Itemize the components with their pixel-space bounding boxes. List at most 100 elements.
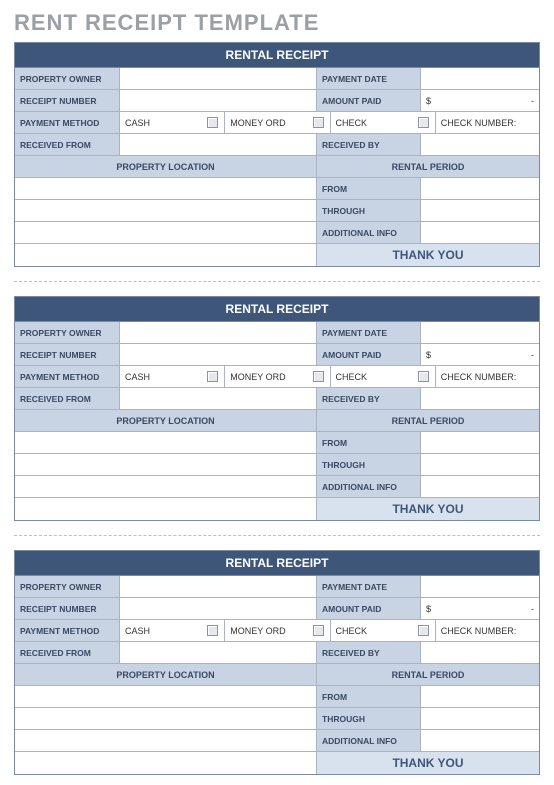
money-order-checkbox[interactable] <box>313 625 324 636</box>
payment-method-cash: CASH <box>120 620 225 642</box>
amount-value: - <box>531 96 534 106</box>
property-location-line-3[interactable] <box>15 476 317 498</box>
check-number-label: CHECK NUMBER: <box>441 372 517 382</box>
payment-method-cash: CASH <box>120 112 225 134</box>
page-title: RENT RECEIPT TEMPLATE <box>14 10 540 36</box>
money-order-label: MONEY ORD <box>230 626 285 636</box>
money-order-checkbox[interactable] <box>313 371 324 382</box>
rental-period-header: RENTAL PERIOD <box>317 410 539 432</box>
property-owner-value[interactable] <box>120 322 317 344</box>
received-by-value[interactable] <box>421 388 539 410</box>
property-owner-value[interactable] <box>120 576 317 598</box>
receipt-number-value[interactable] <box>120 90 317 112</box>
additional-info-value[interactable] <box>421 222 539 244</box>
money-order-label: MONEY ORD <box>230 372 285 382</box>
check-checkbox[interactable] <box>418 371 429 382</box>
property-location-header: PROPERTY LOCATION <box>15 156 317 178</box>
property-location-header: PROPERTY LOCATION <box>15 410 317 432</box>
check-label: CHECK <box>336 372 368 382</box>
rental-period-header: RENTAL PERIOD <box>317 664 539 686</box>
cash-label: CASH <box>125 118 150 128</box>
amount-paid-value[interactable]: $ - <box>421 90 539 112</box>
rental-receipt: RENTAL RECEIPT PROPERTY OWNER PAYMENT DA… <box>14 550 540 775</box>
property-location-line-4[interactable] <box>15 752 317 774</box>
rental-receipt: RENTAL RECEIPT PROPERTY OWNER PAYMENT DA… <box>14 42 540 267</box>
received-from-value[interactable] <box>120 642 317 664</box>
amount-paid-value[interactable]: $ - <box>421 344 539 366</box>
check-number-cell[interactable]: CHECK NUMBER: <box>436 620 539 642</box>
received-from-label: RECEIVED FROM <box>15 388 120 410</box>
property-location-line-4[interactable] <box>15 244 317 266</box>
received-by-label: RECEIVED BY <box>317 134 421 156</box>
amount-paid-label: AMOUNT PAID <box>317 90 421 112</box>
property-location-line-3[interactable] <box>15 222 317 244</box>
property-owner-label: PROPERTY OWNER <box>15 68 120 90</box>
amount-value: - <box>531 604 534 614</box>
money-order-label: MONEY ORD <box>230 118 285 128</box>
additional-info-label: ADDITIONAL INFO <box>317 476 421 498</box>
receipt-header: RENTAL RECEIPT <box>15 43 539 68</box>
from-value[interactable] <box>421 686 539 708</box>
receipt-number-value[interactable] <box>120 598 317 620</box>
cash-checkbox[interactable] <box>207 625 218 636</box>
payment-date-value[interactable] <box>421 68 539 90</box>
thank-you: THANK YOU <box>317 244 539 266</box>
cash-checkbox[interactable] <box>207 117 218 128</box>
through-value[interactable] <box>421 200 539 222</box>
through-label: THROUGH <box>317 454 421 476</box>
money-order-checkbox[interactable] <box>313 117 324 128</box>
property-location-line-2[interactable] <box>15 454 317 476</box>
payment-date-value[interactable] <box>421 322 539 344</box>
from-value[interactable] <box>421 178 539 200</box>
check-checkbox[interactable] <box>418 117 429 128</box>
property-location-line-4[interactable] <box>15 498 317 520</box>
rental-receipt: RENTAL RECEIPT PROPERTY OWNER PAYMENT DA… <box>14 296 540 521</box>
payment-method-money-order: MONEY ORD <box>225 366 330 388</box>
received-by-value[interactable] <box>421 642 539 664</box>
additional-info-value[interactable] <box>421 730 539 752</box>
property-location-line-3[interactable] <box>15 730 317 752</box>
property-owner-label: PROPERTY OWNER <box>15 322 120 344</box>
payment-date-label: PAYMENT DATE <box>317 576 421 598</box>
from-value[interactable] <box>421 432 539 454</box>
payment-date-value[interactable] <box>421 576 539 598</box>
check-number-label: CHECK NUMBER: <box>441 626 517 636</box>
cash-label: CASH <box>125 626 150 636</box>
check-number-label: CHECK NUMBER: <box>441 118 517 128</box>
received-from-label: RECEIVED FROM <box>15 134 120 156</box>
received-by-value[interactable] <box>421 134 539 156</box>
check-checkbox[interactable] <box>418 625 429 636</box>
through-value[interactable] <box>421 454 539 476</box>
amount-paid-label: AMOUNT PAID <box>317 344 421 366</box>
property-location-line-2[interactable] <box>15 200 317 222</box>
amount-paid-label: AMOUNT PAID <box>317 598 421 620</box>
received-by-label: RECEIVED BY <box>317 388 421 410</box>
additional-info-value[interactable] <box>421 476 539 498</box>
amount-paid-value[interactable]: $ - <box>421 598 539 620</box>
thank-you: THANK YOU <box>317 752 539 774</box>
payment-date-label: PAYMENT DATE <box>317 68 421 90</box>
through-value[interactable] <box>421 708 539 730</box>
received-from-value[interactable] <box>120 134 317 156</box>
property-location-line-1[interactable] <box>15 686 317 708</box>
payment-method-money-order: MONEY ORD <box>225 112 330 134</box>
check-number-cell[interactable]: CHECK NUMBER: <box>436 112 539 134</box>
received-from-value[interactable] <box>120 388 317 410</box>
cash-checkbox[interactable] <box>207 371 218 382</box>
receipt-number-label: RECEIPT NUMBER <box>15 90 120 112</box>
additional-info-label: ADDITIONAL INFO <box>317 730 421 752</box>
property-owner-label: PROPERTY OWNER <box>15 576 120 598</box>
received-from-label: RECEIVED FROM <box>15 642 120 664</box>
receipt-divider <box>14 281 540 282</box>
property-location-line-1[interactable] <box>15 178 317 200</box>
receipt-number-value[interactable] <box>120 344 317 366</box>
from-label: FROM <box>317 432 421 454</box>
check-number-cell[interactable]: CHECK NUMBER: <box>436 366 539 388</box>
check-label: CHECK <box>336 118 368 128</box>
property-location-line-2[interactable] <box>15 708 317 730</box>
property-owner-value[interactable] <box>120 68 317 90</box>
receipt-divider <box>14 535 540 536</box>
payment-method-cash: CASH <box>120 366 225 388</box>
receipt-header: RENTAL RECEIPT <box>15 297 539 322</box>
property-location-line-1[interactable] <box>15 432 317 454</box>
